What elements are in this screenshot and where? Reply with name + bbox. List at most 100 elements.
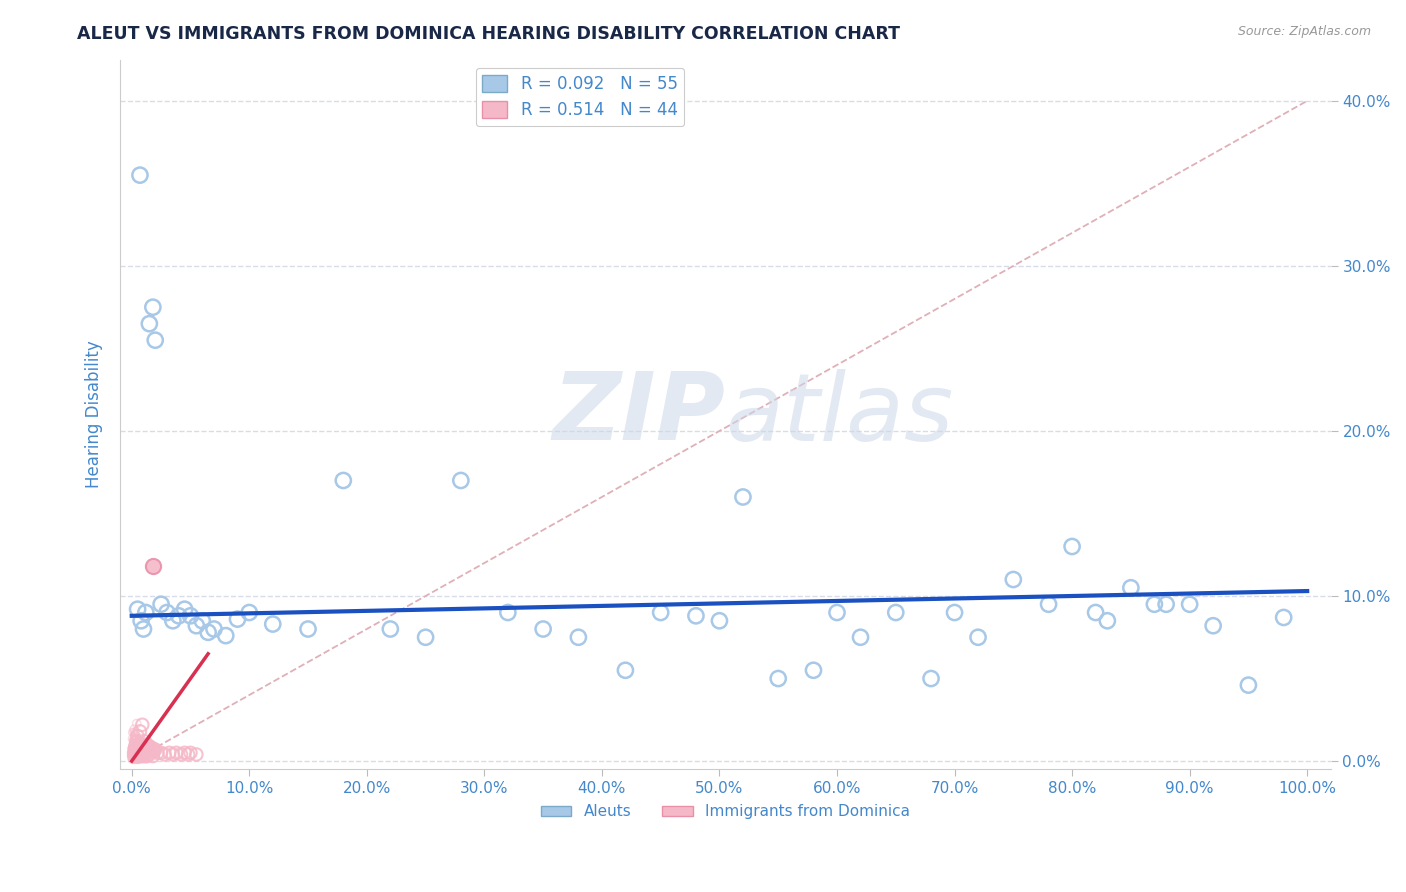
Point — [825, 606, 848, 620]
Point — [332, 474, 354, 488]
Point — [167, 608, 190, 623]
Point — [125, 747, 148, 762]
Point — [127, 743, 149, 757]
Point — [125, 752, 148, 766]
Point — [128, 749, 150, 764]
Point — [121, 742, 143, 756]
Point — [129, 168, 152, 182]
Point — [125, 730, 148, 744]
Point — [179, 608, 201, 623]
Point — [173, 602, 195, 616]
Point — [967, 630, 990, 644]
Text: ZIP: ZIP — [553, 368, 725, 460]
Point — [124, 737, 146, 751]
Point — [1038, 597, 1060, 611]
Point — [731, 490, 754, 504]
Point — [125, 716, 148, 731]
Point — [122, 737, 145, 751]
Point — [709, 614, 731, 628]
Text: atlas: atlas — [725, 369, 953, 460]
Point — [124, 742, 146, 756]
Point — [170, 747, 193, 762]
Point — [125, 743, 148, 757]
Point — [215, 629, 238, 643]
Point — [1143, 597, 1166, 611]
Point — [143, 333, 166, 347]
Point — [153, 747, 176, 762]
Point — [531, 622, 554, 636]
Point — [122, 746, 145, 760]
Point — [177, 747, 200, 762]
Point — [297, 622, 319, 636]
Point — [125, 738, 148, 752]
Point — [141, 740, 163, 755]
Point — [614, 663, 637, 677]
Point — [132, 622, 155, 636]
Point — [125, 734, 148, 748]
Point — [121, 738, 143, 752]
Point — [920, 672, 942, 686]
Point — [136, 738, 159, 752]
Point — [121, 741, 143, 756]
Point — [884, 606, 907, 620]
Point — [450, 474, 472, 488]
Point — [124, 740, 146, 755]
Point — [122, 749, 145, 764]
Point — [1154, 597, 1177, 611]
Point — [380, 622, 402, 636]
Point — [202, 622, 225, 636]
Point — [125, 741, 148, 756]
Point — [122, 725, 145, 739]
Point — [128, 741, 150, 756]
Point — [191, 614, 214, 628]
Point — [685, 608, 707, 623]
Point — [943, 606, 966, 620]
Point — [124, 727, 146, 741]
Point — [143, 742, 166, 756]
Point — [128, 731, 150, 746]
Text: Source: ZipAtlas.com: Source: ZipAtlas.com — [1237, 25, 1371, 38]
Point — [1237, 678, 1260, 692]
Point — [1084, 606, 1107, 620]
Point — [146, 746, 169, 760]
Point — [131, 717, 153, 731]
Point — [567, 630, 589, 644]
Point — [129, 614, 152, 628]
Point — [135, 749, 157, 764]
Point — [157, 746, 180, 760]
Point — [1097, 614, 1119, 628]
Point — [186, 747, 208, 762]
Point — [124, 745, 146, 759]
Point — [122, 739, 145, 754]
Point — [122, 746, 145, 760]
Point — [135, 606, 157, 620]
Point — [125, 731, 148, 745]
Point — [134, 747, 156, 762]
Point — [122, 741, 145, 756]
Point — [125, 748, 148, 763]
Point — [121, 739, 143, 754]
Point — [415, 630, 437, 644]
Point — [135, 740, 157, 755]
Point — [134, 734, 156, 748]
Point — [124, 746, 146, 760]
Point — [128, 752, 150, 766]
Point — [122, 737, 145, 751]
Point — [150, 597, 173, 611]
Y-axis label: Hearing Disability: Hearing Disability — [86, 341, 103, 488]
Point — [226, 612, 249, 626]
Point — [127, 747, 149, 762]
Point — [138, 747, 160, 762]
Point — [496, 606, 519, 620]
Point — [131, 747, 153, 762]
Point — [125, 739, 148, 753]
Point — [125, 749, 148, 764]
Point — [124, 741, 146, 756]
Point — [122, 740, 145, 755]
Point — [121, 747, 143, 762]
Point — [132, 749, 155, 764]
Point — [124, 736, 146, 750]
Point — [124, 744, 146, 758]
Point — [125, 752, 148, 766]
Point — [197, 625, 219, 640]
